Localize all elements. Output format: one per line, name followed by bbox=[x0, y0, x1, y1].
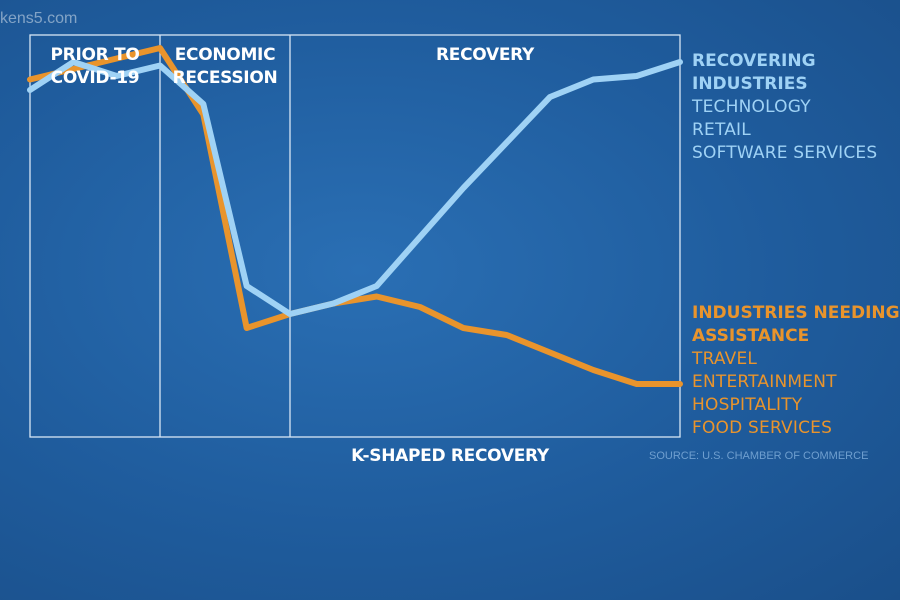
legend-assistance-item: HOSPITALITY bbox=[692, 395, 803, 415]
legend-recovering-item: RETAIL bbox=[692, 120, 751, 140]
legend-assistance-item: FOOD SERVICES bbox=[692, 418, 833, 438]
x-axis-label: K-SHAPED RECOVERY bbox=[351, 446, 549, 466]
phase-label: ECONOMIC RECESSION bbox=[172, 45, 278, 88]
legend-recovering-item: TECHNOLOGY bbox=[692, 97, 811, 117]
source-note: SOURCE: U.S. CHAMBER OF COMMERCE bbox=[649, 450, 869, 462]
watermark: kens5.com bbox=[0, 10, 78, 27]
legend-recovering-title: RECOVERING INDUSTRIES bbox=[692, 51, 816, 94]
series-line-recovering bbox=[27, 59, 683, 317]
legend-assistance-title: INDUSTRIES NEEDING ASSISTANCE bbox=[692, 303, 900, 346]
phase-label: PRIOR TO COVID-19 bbox=[50, 45, 140, 88]
legend-assistance-item: TRAVEL bbox=[692, 349, 758, 369]
legend-recovering-item: SOFTWARE SERVICES bbox=[692, 143, 878, 163]
legend-assistance: INDUSTRIES NEEDING ASSISTANCE TRAVEL ENT… bbox=[692, 302, 900, 440]
legend-recovering: RECOVERING INDUSTRIES TECHNOLOGY RETAIL … bbox=[692, 50, 900, 165]
plot-frame bbox=[29, 34, 681, 438]
series-line-assistance bbox=[27, 45, 683, 387]
legend-assistance-item: ENTERTAINMENT bbox=[692, 372, 837, 392]
phase-label: RECOVERY bbox=[435, 45, 534, 65]
